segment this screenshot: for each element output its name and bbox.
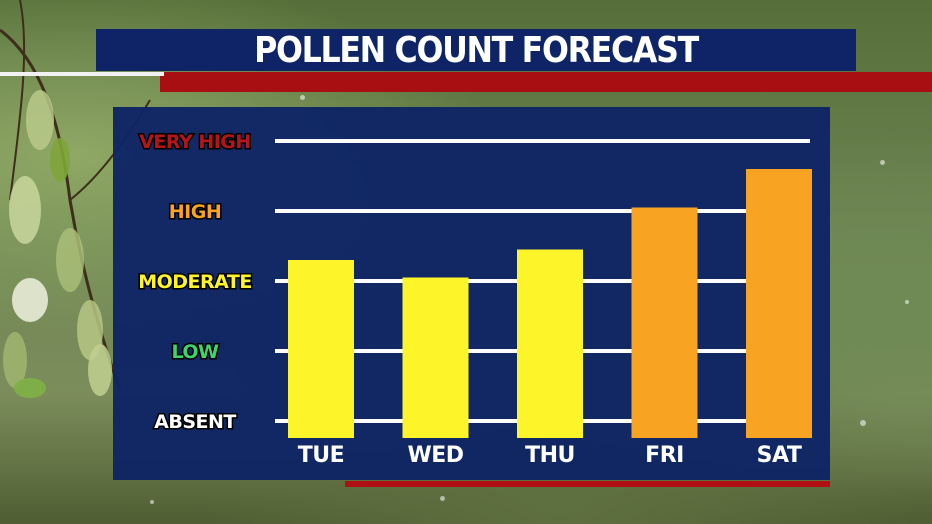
level-label-absent: ABSENT [154,411,236,433]
day-label-tue: TUE [298,443,344,468]
panel-accent-red-line [345,481,830,487]
day-labels: TUE WED THU FRI SAT [298,443,803,468]
bokeh-dot [440,496,445,501]
bar-thu [517,249,583,438]
bar-wed [402,277,469,438]
chart-title: POLLEN COUNT FORECAST [254,30,699,71]
bokeh-dot [150,500,154,504]
level-label-high: HIGH [169,201,221,223]
willow-branch-decoration [0,0,151,398]
level-label-moderate: MODERATE [138,271,252,293]
bars [288,169,812,438]
day-label-sat: SAT [757,443,802,468]
day-label-fri: FRI [645,443,684,468]
bokeh-dot [860,420,866,426]
level-label-very-high: VERY HIGH [139,131,251,153]
bar-sat [746,169,812,438]
day-label-thu: THU [525,443,575,468]
bar-tue [288,260,354,438]
day-label-wed: WED [407,443,463,468]
bokeh-dot [300,95,305,100]
title-accent-white-line [0,72,164,76]
level-label-low: LOW [171,341,219,363]
bokeh-dot [905,300,909,304]
bar-fri [631,207,698,438]
chart-panel [113,107,830,480]
title-banner [96,29,856,71]
title-accent-red-bar [160,72,932,92]
level-labels: ABSENT LOW MODERATE HIGH VERY HIGH [137,130,254,435]
bokeh-dot [880,160,885,165]
